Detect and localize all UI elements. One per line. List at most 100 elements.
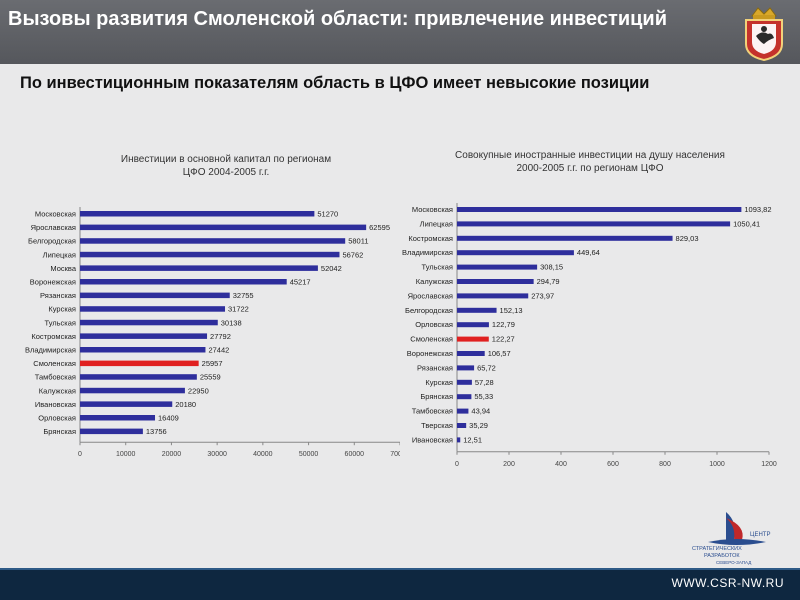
- bar-10: [457, 351, 485, 356]
- data-label: 273,97: [531, 291, 554, 300]
- bar-13: [457, 394, 472, 400]
- bar-1: [80, 224, 367, 231]
- coat-of-arms-icon: [745, 7, 783, 62]
- bar-5: [457, 279, 534, 284]
- category-label: Белгородская: [28, 237, 76, 246]
- chart-investment-fixed-capital: Инвестиции в основной капитал по региона…: [25, 154, 400, 458]
- x-tick-label: 600: [607, 461, 619, 468]
- category-label: Московская: [412, 205, 453, 214]
- bar-11: [457, 365, 475, 371]
- data-label: 152,13: [500, 306, 523, 315]
- bar-0: [80, 211, 315, 217]
- chart-title-line: Инвестиции в основной капитал по региона…: [121, 154, 331, 165]
- bar-12: [457, 379, 472, 385]
- bar-6: [457, 293, 529, 299]
- data-label: 122,27: [492, 335, 515, 344]
- chart-title-line: ЦФО 2004-2005 г.г.: [183, 167, 270, 178]
- bar-10: [80, 347, 206, 353]
- x-tick-label: 10000: [116, 451, 136, 458]
- category-label: Калужская: [416, 277, 453, 286]
- bar-7: [457, 307, 497, 313]
- category-label: Смоленская: [33, 359, 76, 368]
- category-label: Брянская: [43, 427, 76, 436]
- x-tick-label: 800: [659, 461, 671, 468]
- x-tick-label: 400: [555, 461, 567, 468]
- bar-12: [80, 374, 197, 380]
- bar-6: [80, 292, 230, 299]
- data-label: 56762: [342, 250, 363, 259]
- footer-url[interactable]: WWW.CSR-NW.RU: [671, 576, 784, 590]
- category-label: Москва: [50, 264, 76, 273]
- category-label: Московская: [35, 210, 76, 219]
- x-tick-label: 0: [455, 461, 459, 468]
- bar-3: [457, 250, 574, 256]
- x-tick-label: 1200: [761, 461, 777, 468]
- category-label: Ивановская: [35, 400, 76, 409]
- slide-subtitle: По инвестиционным показателям область в …: [20, 74, 650, 92]
- csr-logo: ЦЕНТР СТРАТЕГИЧЕСКИХ РАЗРАБОТОК СЕВЕРО-З…: [686, 502, 796, 568]
- data-label: 25957: [202, 359, 223, 368]
- footer-stripe: [0, 568, 800, 570]
- logo-line-3: РАЗРАБОТОК: [704, 553, 740, 559]
- data-label: 58011: [348, 237, 368, 246]
- header-bar: Вызовы развития Смоленской области: прив…: [0, 0, 800, 64]
- category-label: Владимирская: [402, 248, 453, 257]
- bar-4: [457, 264, 538, 270]
- category-label: Костромская: [408, 234, 453, 243]
- data-label: 62595: [369, 223, 390, 232]
- category-label: Тульская: [45, 318, 76, 327]
- data-label: 32755: [233, 291, 254, 300]
- data-label: 27442: [208, 346, 229, 355]
- data-label: 31722: [228, 305, 249, 314]
- charts-area: Инвестиции в основной капитал по региона…: [0, 130, 800, 570]
- bar-16: [80, 428, 143, 435]
- bar-1: [457, 221, 731, 227]
- category-label: Тамбовская: [412, 407, 453, 416]
- data-label: 106,57: [488, 349, 511, 358]
- data-label: 1050,41: [733, 219, 760, 228]
- category-label: Орловская: [415, 320, 453, 329]
- data-label: 122,79: [492, 320, 515, 329]
- chart-title: Совокупные иностранные инвестиции на душ…: [455, 150, 725, 174]
- category-label: Липецкая: [43, 250, 76, 259]
- category-label: Ярославская: [31, 223, 76, 232]
- category-label: Калужская: [39, 386, 76, 395]
- category-label: Тверская: [421, 421, 453, 430]
- data-label: 13756: [146, 427, 167, 436]
- logo-line-1: ЦЕНТР: [750, 532, 770, 538]
- category-label: Ивановская: [412, 435, 453, 444]
- data-label: 449,64: [577, 248, 600, 257]
- category-label: Владимирская: [25, 346, 76, 355]
- data-label: 45217: [290, 278, 311, 287]
- x-tick-label: 70000: [390, 451, 400, 458]
- category-label: Орловская: [38, 414, 76, 423]
- category-label: Ярославская: [408, 291, 453, 300]
- chart-foreign-investment-per-capita: Совокупные иностранные инвестиции на душ…: [402, 150, 777, 468]
- bar-5: [80, 279, 287, 285]
- category-label: Курская: [48, 305, 76, 314]
- category-label: Курская: [425, 378, 453, 387]
- footer-bar: WWW.CSR-NW.RU: [0, 568, 800, 600]
- x-tick-label: 1000: [709, 461, 725, 468]
- bar-9: [80, 333, 208, 339]
- x-tick-label: 0: [78, 451, 82, 458]
- x-tick-label: 200: [503, 461, 515, 468]
- category-label: Смоленская: [410, 335, 453, 344]
- category-label: Воронежская: [30, 278, 76, 287]
- logo-line-2: СТРАТЕГИЧЕСКИХ: [692, 546, 742, 552]
- bar-2: [80, 238, 346, 244]
- bar-16: [457, 437, 461, 443]
- data-label: 22950: [188, 386, 209, 395]
- data-label: 20180: [175, 400, 196, 409]
- data-label: 294,79: [537, 277, 560, 286]
- x-tick-label: 40000: [253, 451, 273, 458]
- data-label: 308,15: [540, 263, 563, 272]
- bar-8: [80, 319, 218, 326]
- data-label: 1093,82: [744, 205, 771, 214]
- category-label: Костромская: [31, 332, 76, 341]
- data-label: 30138: [221, 318, 242, 327]
- data-label: 57,28: [475, 378, 494, 387]
- data-label: 12,51: [463, 435, 482, 444]
- logo-line-4: СЕВЕРО-ЗАПАД: [716, 560, 751, 565]
- bar-3: [80, 251, 340, 258]
